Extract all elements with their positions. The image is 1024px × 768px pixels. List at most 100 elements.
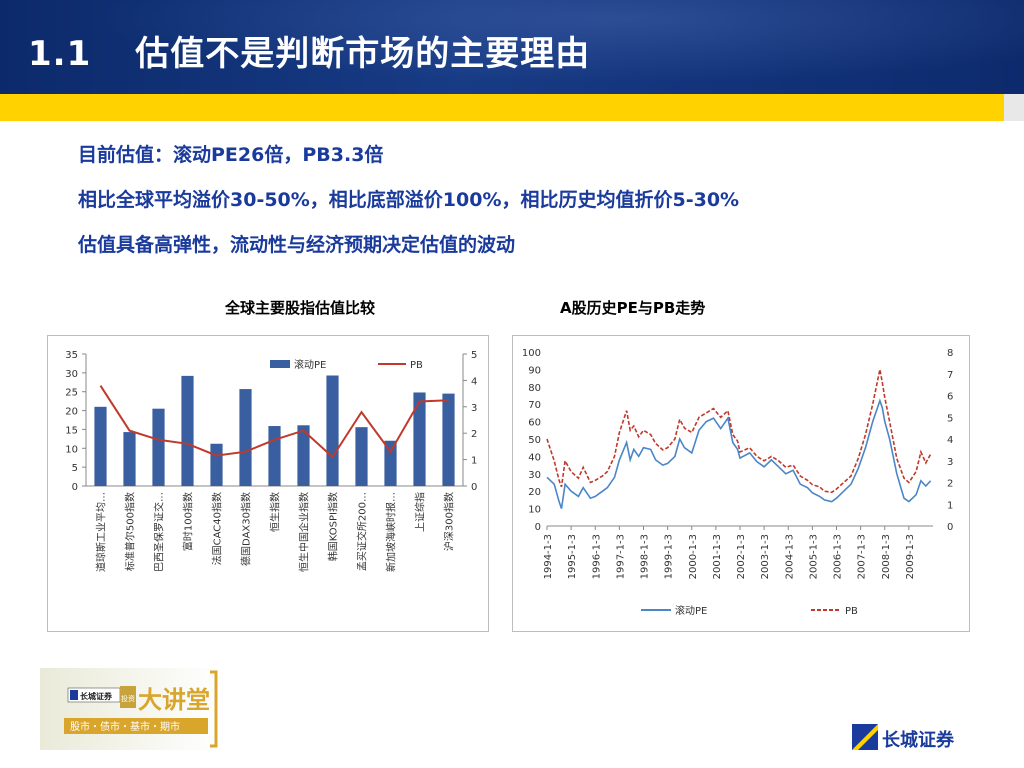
- bar-pe: [268, 426, 281, 486]
- logo-badge-mark: [70, 690, 78, 700]
- x-category-label: 沪深300指数: [443, 492, 456, 551]
- y2-tick-label: 3: [947, 457, 953, 468]
- y-tick-label: 80: [528, 383, 541, 394]
- y-tick-label: 30: [65, 369, 78, 380]
- y-tick-label: 10: [528, 505, 541, 516]
- y2-tick-label: 1: [471, 456, 477, 467]
- x-category-label: 道琼斯工业平均…: [95, 492, 108, 572]
- y2-tick-label: 0: [471, 482, 477, 493]
- x-category-label: 法国CAC40指数: [211, 492, 224, 565]
- y-tick-label: 90: [528, 365, 541, 376]
- x-category-label: 韩国KOSPI指数: [327, 492, 340, 561]
- chart2-frame: 0 10 20 30 40 50 60 70 80 90 100 0 1 2 3 4 5 6 7 8 1994-1-3 1…: [512, 335, 970, 632]
- bar-pe: [384, 440, 397, 486]
- x-tick-label: 1999-1-3: [664, 534, 675, 579]
- bullet-line: 估值具备高弹性，流动性与经济预期决定估值的波动: [78, 234, 516, 256]
- section-title: 估值不是判断市场的主要理由: [135, 34, 591, 74]
- y-tick-label: 100: [522, 348, 541, 359]
- x-tick-label: 2004-1-3: [784, 534, 795, 579]
- accent-bar: [0, 94, 1024, 121]
- logo-invest-text: 投资: [121, 694, 135, 703]
- x-tick-label: 2009-1-3: [905, 534, 916, 579]
- x-category-label: 恒生中国企业指数: [298, 492, 311, 572]
- logo-invest-box: [120, 686, 136, 708]
- legend-label-pe: 滚动PE: [675, 604, 707, 617]
- y2-tick-label: 6: [947, 392, 953, 403]
- x-tick-label: 1995-1-3: [567, 534, 578, 579]
- bar-pe: [326, 375, 339, 486]
- bar-pe: [181, 375, 194, 486]
- x-tick-label: 1998-1-3: [640, 534, 651, 579]
- y-tick-label: 25: [65, 388, 78, 399]
- y2-tick-label: 3: [471, 403, 477, 414]
- y-tick-label: 5: [72, 463, 78, 474]
- x-tick-label: 2006-1-3: [833, 534, 844, 579]
- x-category-label: 恒生指数: [269, 492, 282, 532]
- y-tick-label: 20: [65, 407, 78, 418]
- x-category-label: 上证综指: [414, 492, 427, 532]
- y-tick-label: 40: [528, 452, 541, 463]
- logo-bracket: [210, 670, 218, 748]
- y-tick-label: 35: [65, 350, 78, 361]
- y2-tick-label: 2: [947, 479, 953, 490]
- lecture-logo-graphic: 长城证券 投资 大讲堂 股市・债市・基市・期市: [40, 668, 220, 750]
- summary-bullets: 目前估值：滚动PE26倍，PB3.3倍 相比全球平均溢价30-50%，相比底部溢…: [78, 140, 739, 275]
- chart1-frame: 0 5 10 15 20 25 30 35 0 1 2 3 4 5 道琼斯工业平均… 标准普尔500指数 巴西圣…: [47, 335, 489, 632]
- bullet-line: 目前估值：滚动PE26倍，PB3.3倍: [78, 144, 384, 166]
- x-tick-label: 1997-1-3: [615, 534, 626, 579]
- logo-right-text: 长城证券: [882, 730, 954, 751]
- bar-pe: [94, 406, 107, 486]
- chart2-svg: 0 10 20 30 40 50 60 70 80 90 100 0 1 2 3 4 5 6 7 8 1994-1-3 1…: [522, 348, 953, 617]
- logo-tagline-bar: [64, 718, 208, 734]
- logo-badge-text: 长城证券: [80, 691, 113, 701]
- y2-tick-label: 2: [471, 429, 477, 440]
- x-category-label: 巴西圣保罗证交…: [153, 492, 166, 572]
- x-category-label: 新加坡海峡时报…: [385, 492, 398, 572]
- chart2-title: A股历史PE与PB走势: [560, 299, 706, 317]
- y2-tick-label: 5: [471, 350, 477, 361]
- x-tick-label: 1996-1-3: [591, 534, 602, 579]
- bar-pe: [239, 389, 252, 486]
- x-tick-label: 2007-1-3: [857, 534, 868, 579]
- y-tick-label: 15: [65, 425, 78, 436]
- x-category-label: 德国DAX30指数: [240, 492, 253, 566]
- y2-tick-label: 0: [947, 522, 953, 533]
- chart1-svg: 0 5 10 15 20 25 30 35 0 1 2 3 4 5 道琼斯工业平均… 标准普尔500指数 巴西圣…: [65, 350, 477, 572]
- x-tick-label: 2000-1-3: [688, 534, 699, 579]
- bar-pe: [152, 408, 165, 486]
- bar-pe: [297, 425, 310, 486]
- bar-pe: [413, 392, 426, 486]
- logo-title-text: 大讲堂: [138, 686, 210, 714]
- investment-lecture-logo: 长城证券 投资 大讲堂 股市・债市・基市・期市: [40, 668, 220, 750]
- y-tick-label: 60: [528, 418, 541, 429]
- y-tick-label: 30: [528, 470, 541, 481]
- logo-background: [40, 668, 220, 750]
- y2-tick-label: 4: [471, 376, 477, 387]
- accent-bar-tab: [1004, 94, 1024, 121]
- bar-pe: [210, 443, 223, 486]
- chart1-title: 全球主要股指估值比较: [225, 299, 376, 317]
- y2-tick-label: 8: [947, 348, 953, 359]
- bar-pe: [123, 432, 136, 486]
- legend-label-pe: 滚动PE: [294, 358, 326, 371]
- y2-tick-label: 5: [947, 413, 953, 424]
- x-tick-label: 2001-1-3: [712, 534, 723, 579]
- x-tick-label: 2005-1-3: [808, 534, 819, 579]
- y2-tick-label: 1: [947, 500, 953, 511]
- logo-tagline-text: 股市・债市・基市・期市: [70, 720, 180, 733]
- y-tick-label: 0: [72, 482, 78, 493]
- header-banner: [0, 0, 1024, 94]
- great-wall-mark-icon: [852, 724, 878, 750]
- legend-label-pb: PB: [410, 360, 423, 371]
- bar-pe: [442, 393, 455, 486]
- y-tick-label: 0: [535, 522, 541, 533]
- y-tick-label: 50: [528, 435, 541, 446]
- line-pb: [546, 369, 932, 494]
- page-title: 1.1 估值不是判断市场的主要理由: [28, 26, 590, 75]
- line-pe: [546, 398, 932, 509]
- legend-label-pb: PB: [845, 606, 858, 617]
- bar-pe: [355, 427, 368, 486]
- x-tick-label: 2008-1-3: [881, 534, 892, 579]
- x-category-label: 孟买证交所200…: [356, 492, 369, 571]
- y2-tick-label: 4: [947, 435, 953, 446]
